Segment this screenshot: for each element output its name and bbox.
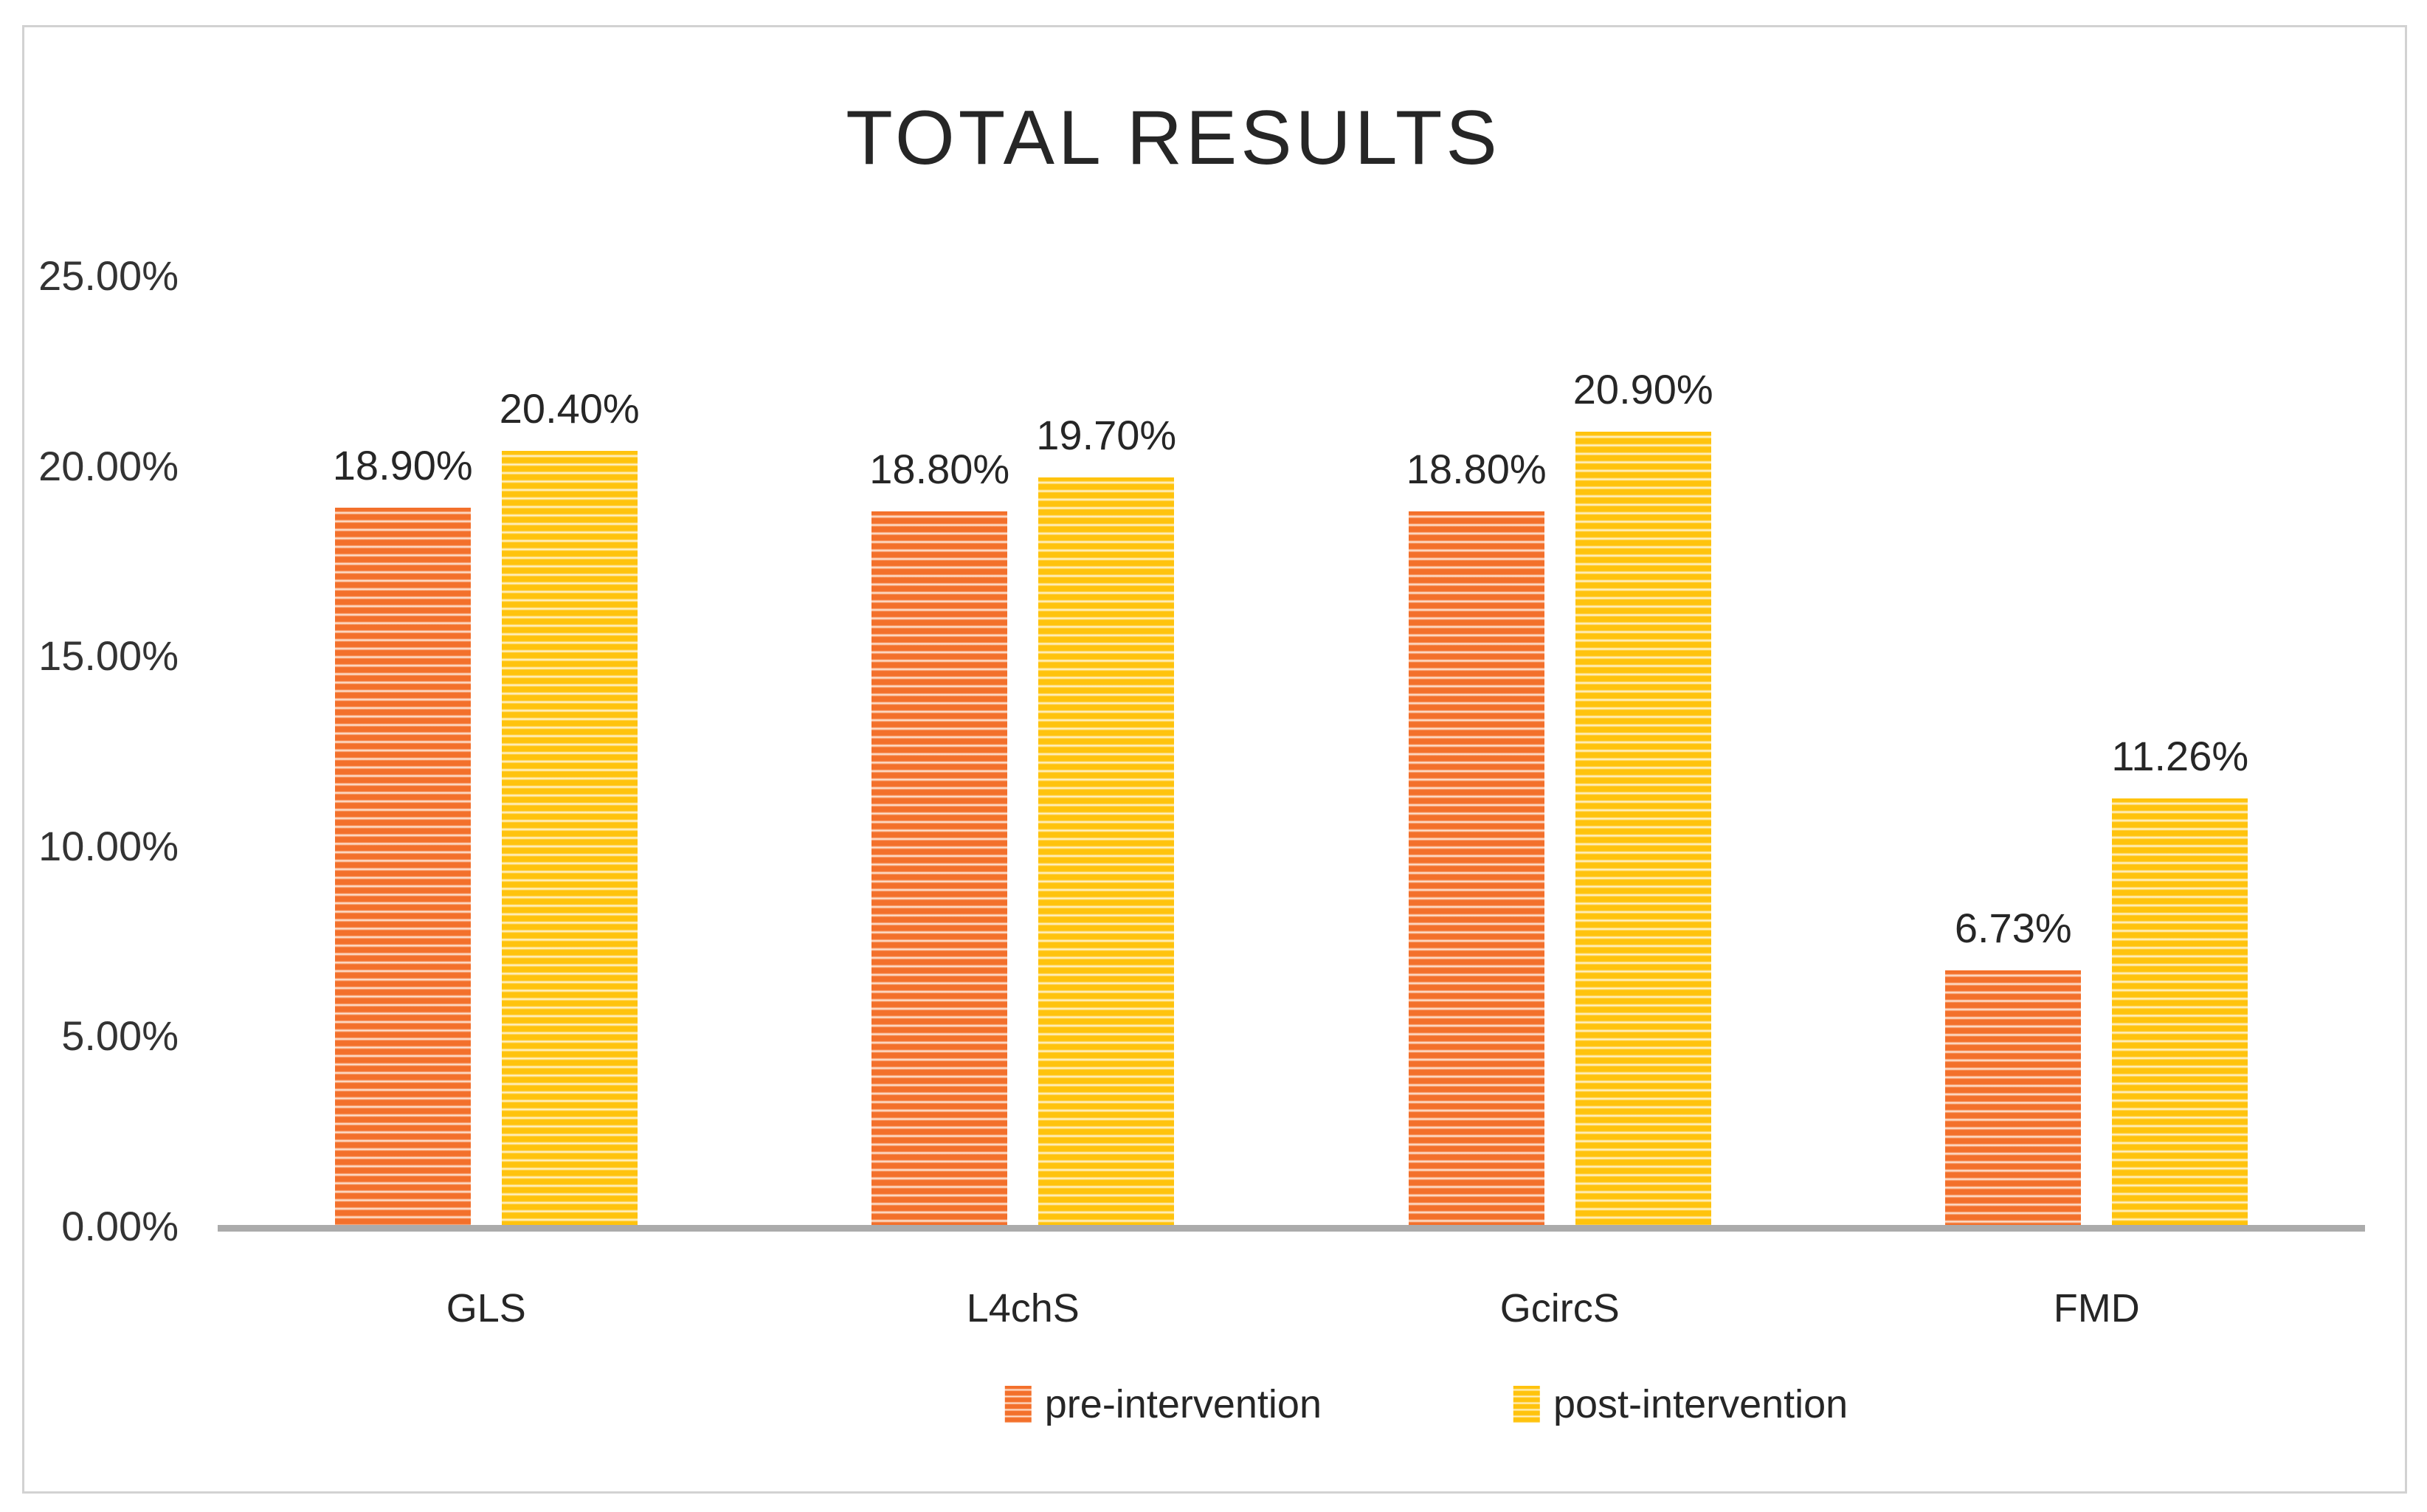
legend-item-pre-intervention: pre-intervention (1004, 1381, 1322, 1427)
y-tick: 5.00% (61, 1012, 179, 1060)
x-category-label-GLS: GLS (446, 1286, 526, 1330)
bar-value-label: 19.70% (1036, 412, 1177, 459)
y-tick: 10.00% (38, 822, 179, 869)
legend-swatch-pre-intervention (1004, 1386, 1032, 1423)
y-tick: 15.00% (38, 632, 179, 680)
bar-pre-intervention-L4chS (871, 511, 1008, 1226)
bar-value-label: 18.90% (332, 442, 473, 489)
bar-value-label: 20.90% (1572, 366, 1713, 413)
legend-label: pre-intervention (1044, 1382, 1322, 1426)
y-tick: 25.00% (38, 252, 179, 299)
x-category-label-GcircS: GcircS (1499, 1286, 1620, 1330)
bar-post-intervention-FMD (2112, 798, 2248, 1226)
bar-post-intervention-GcircS (1575, 432, 1711, 1226)
bar-post-intervention-GLS (501, 450, 638, 1226)
bar-pre-intervention-GLS (334, 508, 471, 1226)
x-category-label-FMD: FMD (2053, 1286, 2140, 1330)
y-tick: 20.00% (38, 442, 179, 489)
legend-label: post-intervention (1553, 1382, 1848, 1426)
chart-title: TOTAL RESULTS (846, 95, 1501, 181)
bar-value-label: 20.40% (499, 384, 640, 432)
bar-pre-intervention-GcircS (1408, 511, 1544, 1226)
legend: pre-intervention post-intervention (1004, 1381, 1848, 1427)
bar-value-label: 11.26% (2111, 732, 2249, 779)
legend-item-post-intervention: post-intervention (1513, 1381, 1848, 1427)
bar-pre-intervention-FMD (1945, 970, 2082, 1226)
bar-value-label: 18.80% (869, 446, 1010, 493)
bar-value-label: 6.73% (1954, 905, 2072, 952)
bar-post-intervention-L4chS (1038, 477, 1175, 1226)
y-tick: 0.00% (61, 1203, 179, 1249)
bar-value-label: 18.80% (1406, 446, 1547, 493)
legend-swatch-post-intervention (1513, 1386, 1540, 1423)
x-axis-line (218, 1225, 2365, 1232)
x-category-label-L4chS: L4chS (966, 1286, 1080, 1330)
